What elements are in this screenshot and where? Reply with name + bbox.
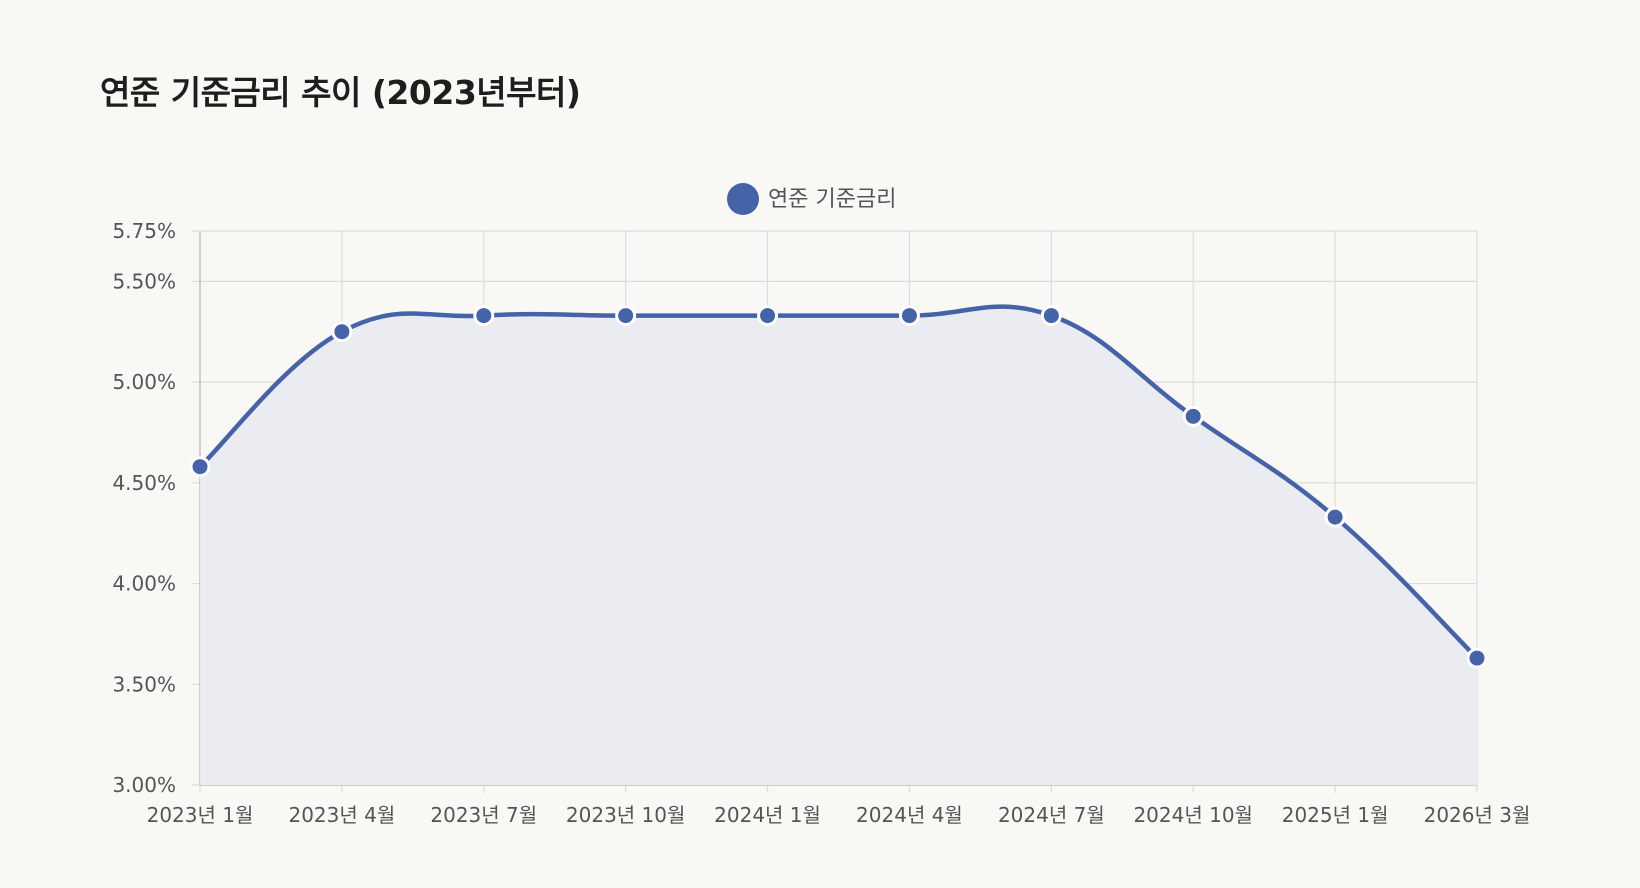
- series-area: [200, 306, 1477, 785]
- data-point: [1466, 647, 1488, 669]
- x-tick-label: 2024년 1월: [714, 803, 821, 827]
- data-point: [1182, 405, 1204, 427]
- x-tick-label: 2023년 10월: [566, 803, 686, 827]
- y-tick-label: 5.00%: [112, 370, 176, 394]
- x-tick-label: 2024년 10월: [1133, 803, 1253, 827]
- y-tick-label: 3.50%: [112, 672, 176, 696]
- data-points: [189, 305, 1488, 669]
- data-point: [331, 321, 353, 343]
- data-point: [898, 305, 920, 327]
- y-tick-label: 5.75%: [112, 219, 176, 243]
- data-point: [1040, 305, 1062, 327]
- legend-label: 연준 기준금리: [768, 187, 896, 212]
- area-fill: [200, 306, 1477, 785]
- y-tick-label: 5.50%: [112, 269, 176, 293]
- legend[interactable]: 연준 기준금리: [727, 183, 896, 215]
- y-tick-label: 3.00%: [112, 773, 176, 797]
- x-tick-label: 2023년 7월: [430, 803, 537, 827]
- series-line-layer: [198, 304, 1479, 660]
- x-tick-label: 2023년 1월: [147, 803, 254, 827]
- x-tick-label: 2024년 4월: [856, 803, 963, 827]
- series-line: [198, 304, 1479, 660]
- x-tick-label: 2024년 7월: [998, 803, 1105, 827]
- y-tick-label: 4.50%: [112, 471, 176, 495]
- data-point: [189, 456, 211, 478]
- x-tick-label: 2023년 4월: [288, 803, 395, 827]
- data-point: [1324, 506, 1346, 528]
- data-point: [473, 305, 495, 327]
- data-point: [757, 305, 779, 327]
- x-tick-label: 2025년 1월: [1282, 803, 1389, 827]
- y-axis: 3.00% 3.50% 4.00% 4.50% 5.00% 5.50% 5.75%: [112, 219, 176, 797]
- x-axis: 2023년 1월 2023년 4월 2023년 7월 2023년 10월 2024년 1…: [147, 803, 1531, 827]
- chart-title: 연준 기준금리 추이 (2023년부터): [100, 73, 581, 112]
- legend-marker: [727, 183, 759, 215]
- y-tick-label: 4.00%: [112, 572, 176, 596]
- x-tick-label: 2026년 3월: [1424, 803, 1531, 827]
- data-point: [615, 305, 637, 327]
